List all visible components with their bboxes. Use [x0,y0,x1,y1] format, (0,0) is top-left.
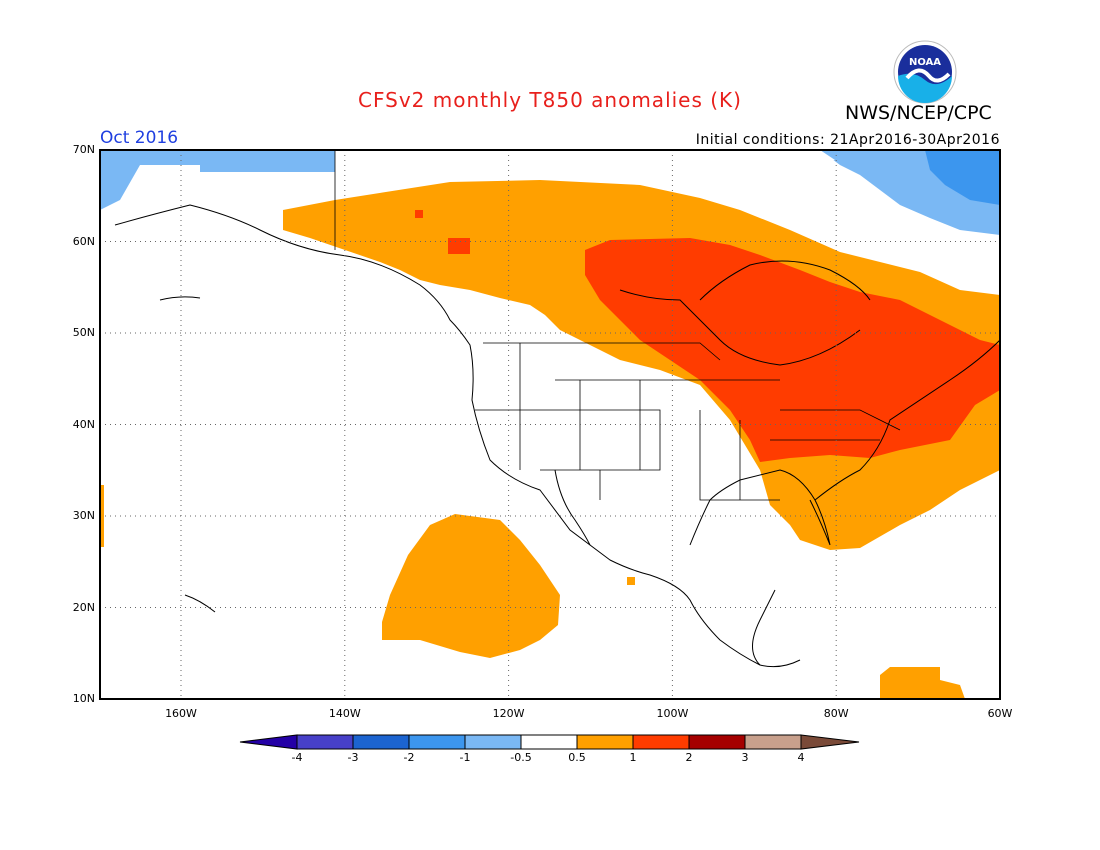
colorbar-swatch [576,734,634,750]
colorbar-lower-extension [239,734,298,750]
colorbar-tick-label: -0.5 [510,751,532,764]
colorbar [239,734,860,750]
colorbar-swatch [632,734,690,750]
forecast-period: Oct 2016 [100,128,179,148]
anomaly-region-orange-north [283,180,1000,550]
anomaly-region-red [585,238,1000,462]
colorbar-swatch [352,734,410,750]
colorbar-tick-label: 3 [741,751,749,764]
anomaly-region-orange-pacific [382,514,560,658]
colorbar-swatch [296,734,354,750]
colorbar-swatch [744,734,802,750]
colorbar-swatch [688,734,746,750]
map-title: CFSv2 monthly T850 anomalies (K) [358,88,742,112]
colorbar-swatch [520,734,578,750]
colorbar-tick-label: 2 [685,751,693,764]
anomaly-spot-orange [415,210,423,218]
lon-label: 160W [165,707,197,720]
lat-lon-grid [100,150,1000,699]
colorbar-tick-label: -1 [459,751,471,764]
lat-label: 30N [72,509,95,522]
anomaly-spot-mexico [627,577,635,585]
lon-label: 80W [823,707,849,720]
colorbar-tick-label: 4 [797,751,805,764]
lat-label: 40N [72,417,95,431]
anomaly-spot-red-yukon [448,238,470,254]
colorbar-swatch [464,734,522,750]
lon-label: 60W [987,707,1013,720]
lat-label: 10N [72,692,95,705]
anomaly-region-blue-alaska [100,150,335,210]
lon-label: 120W [492,707,525,720]
anomaly-region-blue-dark [925,150,1000,205]
lat-label: 50N [72,326,95,339]
initial-conditions: Initial conditions: 21Apr2016-30Apr2016 [695,132,1000,148]
lon-label: 140W [328,707,361,720]
lat-label: 20N [72,600,95,614]
organization-label: NWS/NCEP/CPC [845,102,992,124]
anomaly-region-orange-caribbean [880,667,965,699]
lon-label: 100W [656,707,689,720]
colorbar-tick-label: 1 [629,751,637,764]
lat-label: 60N [72,234,95,248]
noaa-logo: NOAA [893,40,957,104]
anomaly-spot-atlantic-edge [100,485,104,547]
colorbar-tick-label: -4 [291,751,303,764]
map-frame [99,149,1001,700]
colorbar-swatch [408,734,466,750]
lat-label: 70N [72,143,95,156]
noaa-logo-text: NOAA [909,57,941,68]
colorbar-tick-label: 0.5 [568,751,586,764]
colorbar-tick-label: -2 [403,751,415,764]
colorbar-tick-label: -3 [347,751,359,764]
colorbar-upper-extension [800,734,860,750]
